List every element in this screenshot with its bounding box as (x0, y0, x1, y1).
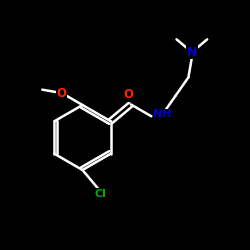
Text: NH: NH (153, 109, 172, 119)
Text: Cl: Cl (95, 189, 107, 199)
Text: O: O (123, 88, 133, 102)
Text: O: O (56, 86, 66, 100)
Text: N: N (187, 46, 197, 59)
